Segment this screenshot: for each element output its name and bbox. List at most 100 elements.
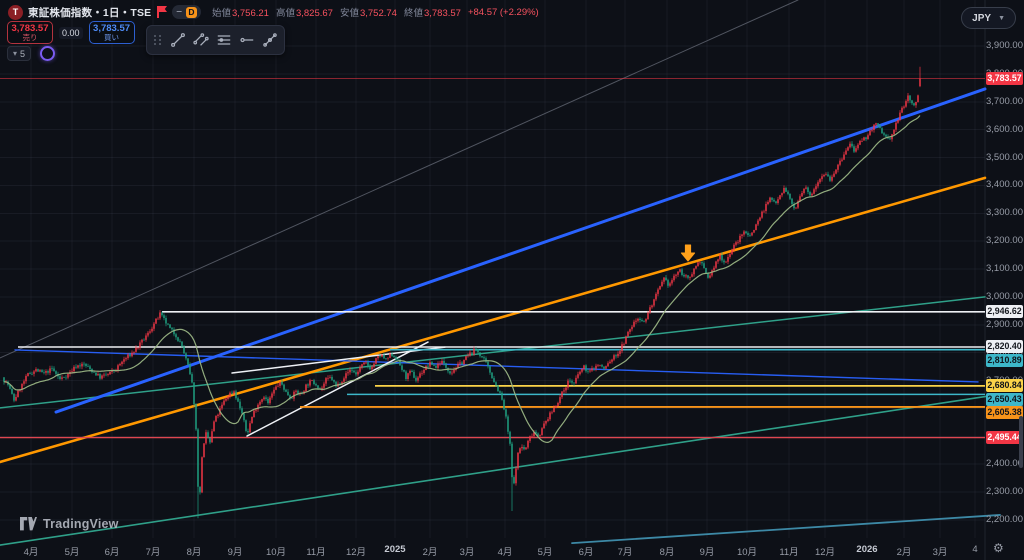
ohlc-readout: 始値3,756.21 高値3,825.67 安値3,752.74 終値3,783…	[211, 5, 539, 20]
time-tick-label: 11月	[779, 547, 799, 558]
time-tick-label: 5月	[64, 547, 80, 558]
price-label-chip: 2,650.43	[986, 392, 1023, 406]
time-tick-label: 3月	[459, 547, 475, 558]
drag-handle-icon[interactable]	[151, 35, 165, 45]
time-tick-label: 7月	[617, 547, 633, 558]
price-label-chip: 2,820.40	[986, 340, 1023, 354]
time-tick-label: 6月	[578, 547, 594, 558]
time-tick-label: 4月	[497, 547, 513, 558]
currency-selector[interactable]: JPY ▼	[961, 7, 1016, 29]
buy-price: 3,783.57	[93, 22, 131, 34]
price-tick-label: 3,400.00	[986, 179, 1023, 191]
close-value: 3,783.57	[423, 8, 461, 19]
time-tick-label: 2026	[856, 544, 878, 555]
time-tick-label: 10月	[736, 547, 758, 558]
price-tick-label: 3,100.00	[986, 263, 1023, 275]
price-label-chip: 2,495.44	[986, 431, 1023, 445]
change-value: +84.57 (+2.29%)	[467, 6, 539, 18]
trade-panel: 3,783.57 売り 0.00 3,783.57 買い	[7, 21, 135, 44]
currency-label: JPY	[972, 12, 992, 24]
price-label-chip: 2,810.89	[986, 353, 1023, 367]
time-tick-label: 8月	[659, 547, 675, 558]
price-label-chip: 2,946.62	[986, 305, 1023, 319]
interval-badge[interactable]: – D	[172, 5, 201, 19]
price-tick-label: 3,000.00	[986, 290, 1023, 302]
buy-label: 買い	[104, 32, 120, 42]
price-tick-label: 3,300.00	[986, 207, 1023, 219]
symbol-title[interactable]: 東証株価指数・1日・TSE	[28, 6, 152, 19]
time-tick-label: 2月	[422, 547, 438, 558]
sell-price: 3,783.57	[11, 22, 49, 34]
sell-label: 売り	[22, 32, 38, 42]
chart-header: T 東証株価指数・1日・TSE – D 始値3,756.21 高値3,825.6…	[8, 4, 539, 20]
flag-icon[interactable]	[156, 6, 168, 18]
chevron-down-icon: ▾	[13, 49, 18, 58]
down-candle-bodies	[3, 95, 915, 493]
cross-line-tool[interactable]	[259, 29, 280, 51]
high-label: 高値	[275, 8, 295, 19]
time-tick-label: 5月	[537, 547, 553, 558]
tradingview-mark-icon	[20, 517, 37, 531]
time-tick-label: 9月	[699, 547, 715, 558]
price-tick-label: 3,500.00	[986, 151, 1023, 163]
time-tick-label: 8月	[186, 547, 202, 558]
horizontal-ray-tool[interactable]	[236, 29, 257, 51]
open-label: 始値	[211, 8, 231, 19]
price-tick-label: 3,600.00	[986, 123, 1023, 135]
close-label: 終値	[403, 8, 423, 19]
price-label-chip: 3,783.57	[986, 71, 1023, 85]
symbol-logo-icon: T	[8, 4, 23, 20]
tradingview-logo[interactable]: TradingView	[20, 517, 119, 531]
trendline-gray-longterm[interactable]	[0, 0, 799, 359]
sell-button[interactable]: 3,783.57 売り	[7, 21, 53, 44]
price-tick-label: 2,900.00	[986, 318, 1023, 330]
trend-line-tool[interactable]	[167, 29, 188, 51]
time-tick-label: 4月	[23, 547, 39, 558]
time-tick-label: 6月	[104, 547, 120, 558]
trendline-orange-major[interactable]	[0, 176, 987, 464]
high-value: 3,825.67	[295, 8, 333, 19]
axis-settings-gear-icon[interactable]: ⚙	[993, 541, 1004, 555]
trendline-blue-major[interactable]	[54, 87, 987, 414]
trendline-cyan-shallow[interactable]	[571, 514, 1001, 545]
time-tick-label: 12月	[814, 547, 836, 558]
replay-icon[interactable]	[40, 46, 56, 61]
parallel-channel-tool[interactable]	[190, 29, 211, 51]
price-tick-label: 2,200.00	[986, 513, 1023, 525]
price-tick-label: 3,900.00	[986, 40, 1023, 51]
time-tick-label: 2月	[896, 547, 912, 558]
object-count-pill[interactable]: ▾ 5	[7, 46, 32, 61]
up-candle-wicks	[5, 66, 921, 494]
time-tick-label: 3月	[932, 547, 948, 558]
axis-scrollbar-thumb[interactable]	[1019, 416, 1023, 468]
price-tick-label: 2,400.00	[986, 458, 1023, 470]
tradingview-wordmark: TradingView	[43, 517, 119, 531]
time-tick-label: 7月	[145, 547, 161, 558]
daily-interval-badge: D	[185, 6, 197, 18]
low-label: 安値	[339, 8, 359, 19]
price-tick-label: 3,200.00	[986, 235, 1023, 247]
open-value: 3,756.21	[231, 8, 269, 19]
price-label-chip: 2,605.38	[986, 406, 1023, 420]
time-tick-label: 11月	[306, 547, 326, 558]
moving-average-line	[3, 115, 921, 444]
buy-button[interactable]: 3,783.57 買い	[88, 21, 135, 44]
time-tick-label: 2025	[384, 544, 406, 555]
low-value: 3,752.74	[359, 8, 397, 19]
time-tick-label: 9月	[227, 547, 243, 558]
price-tick-label: 3,700.00	[986, 95, 1023, 107]
object-tree-controls: ▾ 5	[7, 46, 56, 61]
horizontal-lines-tool[interactable]	[213, 29, 234, 51]
trendline-blue-thin[interactable]	[14, 349, 979, 383]
time-tick-label: 12月	[345, 547, 367, 558]
drawing-toolbar	[146, 25, 285, 55]
chevron-down-icon: ▼	[998, 14, 1005, 22]
down-candle-wicks	[3, 95, 915, 519]
trendline-teal-lows[interactable]	[0, 394, 996, 546]
arrow-down-marker[interactable]	[680, 244, 696, 262]
time-tick-label: 4	[972, 544, 978, 555]
object-count: 5	[20, 48, 26, 59]
trendline-teal-mid[interactable]	[0, 296, 986, 409]
